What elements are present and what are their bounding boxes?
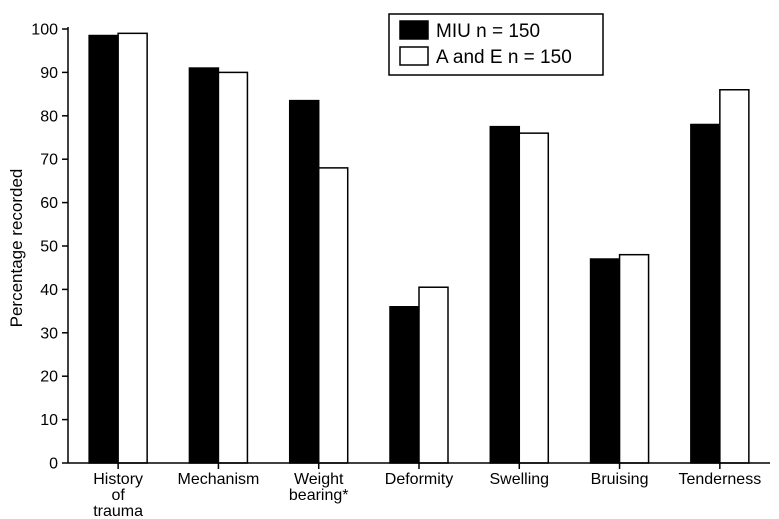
x-axis-labels: History of trauma Mechanism Weight bearing* De… — [93, 463, 761, 519]
x-category-label: Deformity — [385, 471, 453, 488]
y-tick-label: 70 — [40, 152, 58, 169]
bar-miu — [188, 67, 220, 464]
y-tick-label: 20 — [40, 369, 58, 386]
bar-a-and-e — [117, 32, 148, 464]
bar-miu — [288, 99, 320, 464]
bars — [88, 32, 750, 464]
y-tick-label: 80 — [40, 108, 58, 125]
bar-miu — [88, 34, 119, 464]
legend-label-miu: MIU n = 150 — [436, 21, 540, 42]
bar-miu — [589, 258, 621, 464]
legend: MIU n = 150 A and E n = 150 — [388, 13, 604, 76]
legend-swatch-ae — [399, 46, 429, 66]
bar-miu — [690, 123, 721, 464]
y-tick-label: 0 — [49, 456, 58, 473]
y-tick-label: 60 — [40, 195, 58, 212]
x-category-label: Mechanism — [178, 471, 260, 488]
bar-miu — [389, 306, 420, 464]
y-axis-title: Percentage recorded — [7, 169, 26, 328]
bar-a-and-e — [217, 71, 249, 464]
y-axis-ticks: 0 10 20 30 40 50 60 70 80 90 100 — [31, 22, 68, 473]
y-tick-label: 30 — [40, 325, 58, 342]
bar-miu — [489, 125, 521, 464]
x-category-label: Weight bearing* — [289, 471, 349, 504]
x-category-label: Swelling — [489, 471, 549, 488]
y-tick-label: 10 — [40, 412, 58, 429]
x-category-label: Tenderness — [678, 471, 761, 488]
legend-label-ae: A and E n = 150 — [436, 47, 572, 68]
x-category-label: History of trauma — [93, 471, 143, 519]
bar-a-and-e — [418, 286, 449, 464]
bar-a-and-e — [518, 132, 550, 464]
y-tick-label: 100 — [31, 22, 58, 39]
bar-a-and-e — [618, 253, 650, 464]
x-category-label: Bruising — [591, 471, 649, 488]
bar-a-and-e — [317, 167, 349, 464]
y-tick-label: 40 — [40, 282, 58, 299]
y-tick-label: 50 — [40, 239, 58, 256]
y-tick-label: 90 — [40, 65, 58, 82]
bar-a-and-e — [719, 89, 750, 464]
legend-swatch-miu — [399, 20, 429, 40]
